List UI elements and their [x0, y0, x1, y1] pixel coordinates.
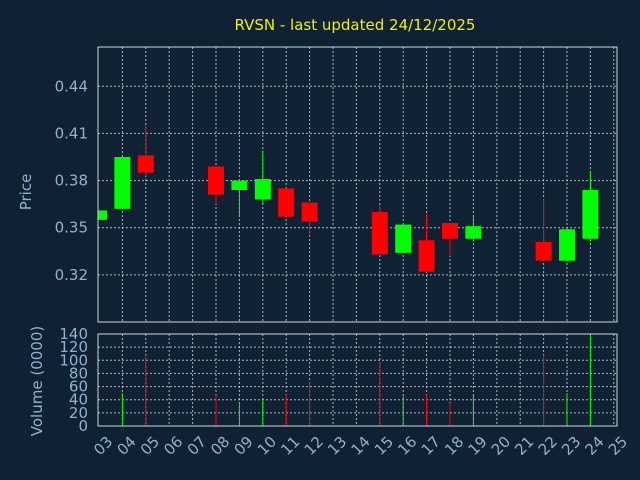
candle-body [582, 190, 599, 239]
candle-body [254, 179, 271, 200]
day-x-ticks: 0304050607080910111213141516171819202122… [90, 433, 631, 459]
candle-body [465, 226, 482, 239]
day-tick-label: 03 [90, 433, 116, 459]
day-tick-label: 23 [558, 433, 584, 459]
volume-tick-label: 60 [69, 378, 88, 396]
day-tick-label: 08 [207, 433, 233, 459]
candle-body [99, 210, 107, 220]
price-tick-label: 0.32 [55, 266, 88, 284]
candle-body [395, 224, 412, 253]
candles [98, 125, 599, 272]
candle-body [418, 240, 435, 272]
candle-body [301, 202, 318, 222]
candle-body [371, 212, 388, 255]
day-tick-label: 21 [511, 433, 537, 459]
day-tick-label: 25 [605, 433, 631, 459]
price-tick-label: 0.38 [55, 172, 88, 190]
price-y-ticks: 0.44 0.41 0.38 0.35 0.32 [55, 77, 88, 284]
candle-body [208, 166, 224, 195]
day-tick-label: 16 [394, 433, 420, 459]
day-axis-label: Day [333, 459, 361, 475]
candle-body [137, 155, 154, 173]
volume-tick-label: 80 [69, 364, 88, 382]
price-grid [98, 47, 617, 322]
day-tick-label: 11 [277, 433, 303, 459]
day-tick-label: 15 [371, 433, 397, 459]
price-tick-label: 0.41 [55, 124, 88, 142]
day-tick-label: 14 [347, 433, 373, 459]
day-tick-label: 17 [418, 433, 444, 459]
day-tick-label: 10 [254, 433, 280, 459]
day-tick-label: 24 [581, 433, 607, 459]
candle-body [114, 157, 131, 209]
candle-body [231, 180, 248, 190]
day-tick-label: 20 [488, 433, 514, 459]
day-tick-label: 09 [230, 433, 256, 459]
day-tick-label: 13 [324, 433, 350, 459]
volume-axis-label: Volume (0000) [28, 326, 46, 436]
volume-grid [98, 334, 617, 426]
volume-tick-label: 20 [69, 404, 88, 422]
chart-title: RVSN - last updated 24/12/2025 [235, 16, 476, 34]
volume-tick-label: 120 [59, 338, 88, 356]
day-tick-label: 22 [535, 433, 561, 459]
volume-tick-label: 40 [69, 391, 88, 409]
candle-body [442, 223, 458, 239]
volume-frame [97, 333, 618, 427]
day-tick-label: 05 [137, 433, 163, 459]
day-tick-label: 12 [301, 433, 327, 459]
volume-tick-label: 0 [78, 417, 88, 435]
price-axis-label: Price [17, 174, 35, 211]
day-tick-label: 07 [184, 433, 210, 459]
price-panel: 0.44 0.41 0.38 0.35 0.32 Price [17, 46, 618, 323]
day-tick-label: 04 [113, 433, 139, 459]
candle-body [535, 241, 552, 261]
day-tick-label: 06 [160, 433, 186, 459]
candle-body [559, 229, 575, 261]
volume-tick-label: 140 [59, 325, 88, 343]
price-tick-label: 0.35 [55, 219, 88, 237]
price-tick-label: 0.44 [55, 77, 88, 95]
day-tick-label: 19 [464, 433, 490, 459]
volume-tick-label: 100 [59, 351, 88, 369]
day-tick-label: 18 [441, 433, 467, 459]
price-frame [97, 46, 618, 323]
volume-bars [121, 335, 591, 426]
candle-body [278, 188, 295, 217]
